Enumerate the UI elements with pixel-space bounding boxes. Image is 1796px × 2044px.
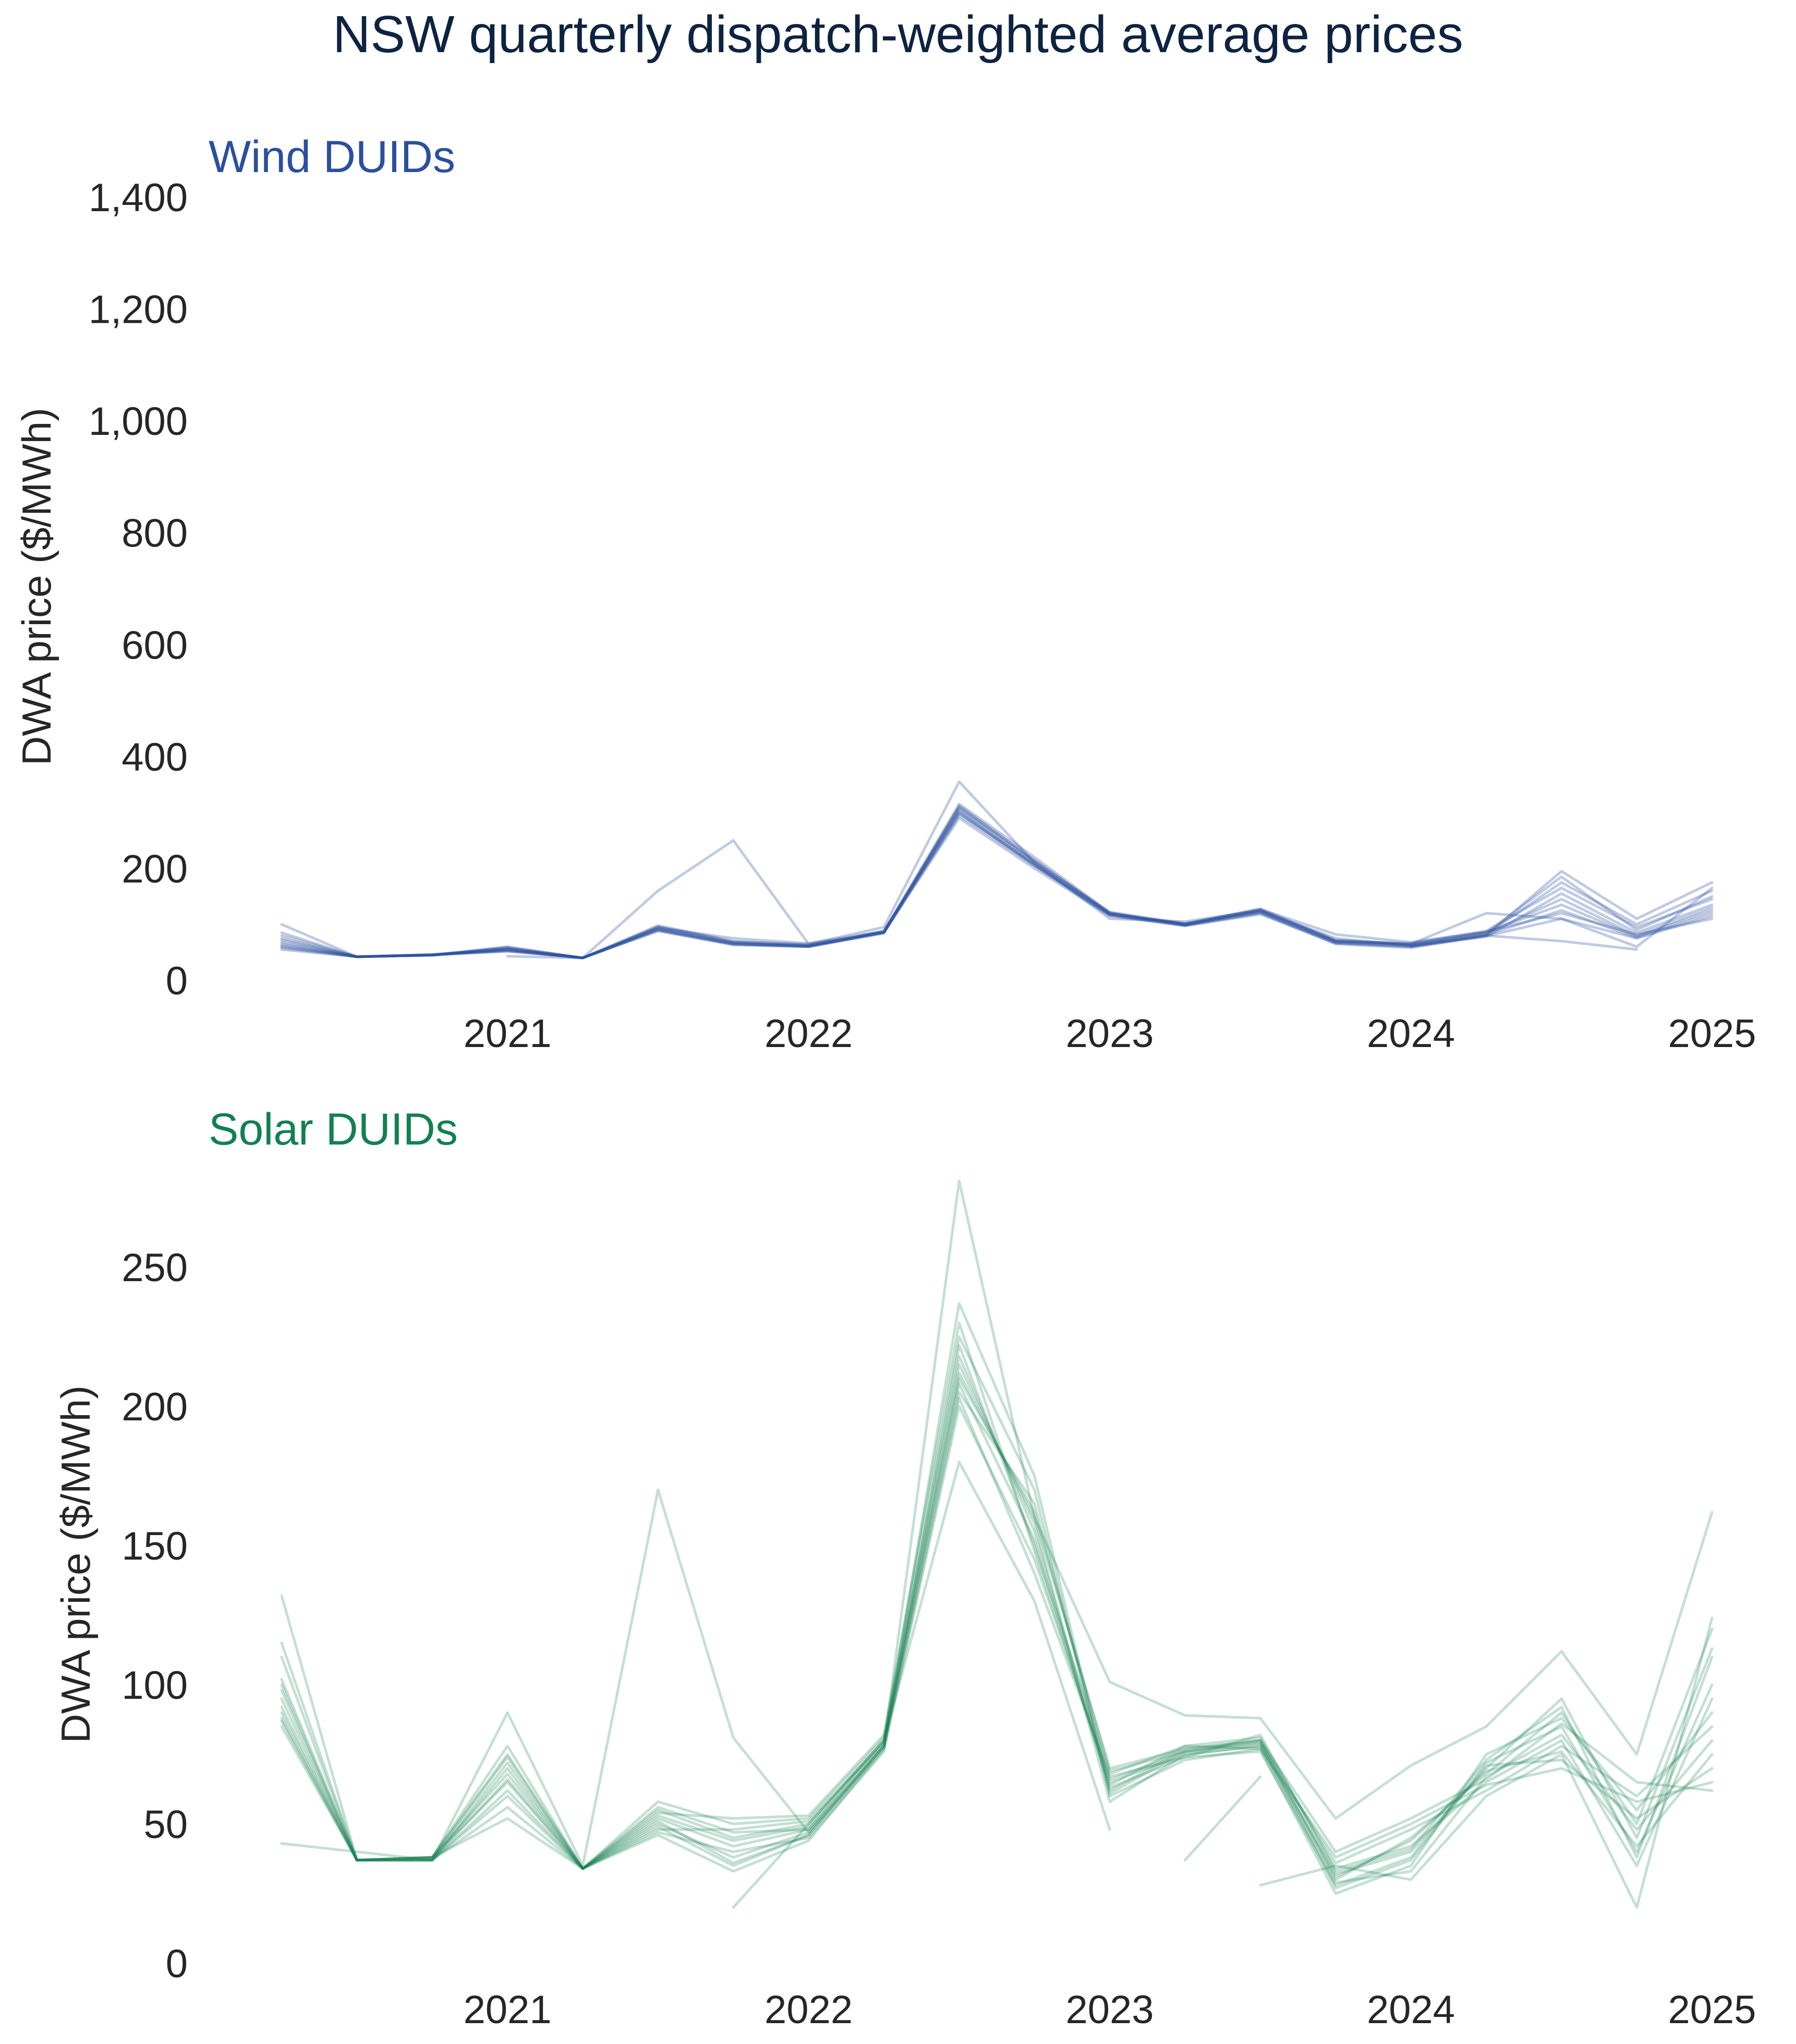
solar-y-tick-label: 50 (143, 1803, 188, 1847)
solar-y-tick-label: 250 (122, 1246, 188, 1290)
solar-panel-title: Solar DUIDs (209, 1104, 458, 1154)
solar-series-line-6 (280, 1371, 1714, 1881)
wind-series-line-3 (1410, 934, 1639, 951)
solar-series-line-4 (1259, 1616, 1714, 1909)
wind-y-tick-label: 800 (122, 512, 188, 556)
wind-series-line-8 (280, 814, 1714, 959)
solar-y-tick-label: 200 (122, 1385, 188, 1429)
wind-y-tick-label: 400 (122, 735, 188, 780)
solar-y-tick-label: 150 (122, 1524, 188, 1568)
solar-series-line-11 (280, 1363, 1714, 1884)
wind-x-ticks: 2021 2022 2023 2024 2025 (464, 1012, 1756, 1056)
wind-series-line-9 (280, 802, 1714, 959)
wind-series-line-1 (280, 780, 1714, 959)
wind-x-tick-label: 2023 (1066, 1012, 1154, 1056)
wind-panel: Wind DUIDs DWA price ($/MWh) 0 200 400 600 8… (14, 132, 1756, 1056)
solar-series-line-14 (280, 1321, 1714, 1870)
solar-series-line-9 (280, 1335, 1714, 1895)
solar-y-tick-label: 100 (122, 1663, 188, 1708)
wind-x-tick-label: 2025 (1668, 1012, 1756, 1056)
wind-y-tick-label: 600 (122, 623, 188, 667)
solar-y-axis-title: DWA price ($/MWh) (53, 1385, 99, 1743)
wind-y-axis-title: DWA price ($/MWh) (14, 408, 59, 765)
wind-series-line-12 (280, 804, 1714, 959)
wind-y-ticks: 0 200 400 600 800 1,000 1,200 1,400 (89, 176, 188, 1003)
solar-y-ticks: 0 50 100 150 200 250 (122, 1246, 188, 1986)
wind-series-line-2 (506, 955, 584, 959)
wind-y-tick-label: 200 (122, 847, 188, 891)
wind-y-tick-label: 1,200 (89, 288, 188, 332)
solar-y-tick-label: 0 (166, 1942, 188, 1986)
wind-series-line-10 (280, 807, 1714, 959)
solar-x-tick-label: 2022 (764, 1988, 853, 2032)
solar-series-line-1 (280, 1179, 1714, 1867)
solar-series-group (280, 1179, 1714, 1909)
solar-x-ticks: 2021 2022 2023 2024 2025 (464, 1988, 1756, 2032)
solar-panel: Solar DUIDs DWA price ($/MWh) 0 50 100 150 2… (53, 1104, 1756, 2032)
solar-x-tick-label: 2024 (1367, 1988, 1455, 2032)
solar-series-line-10 (280, 1405, 1714, 1870)
wind-series-line-13 (280, 810, 1714, 959)
wind-series-group (280, 780, 1714, 959)
wind-series-line-7 (280, 808, 1714, 959)
wind-x-tick-label: 2022 (764, 1012, 853, 1056)
wind-y-tick-label: 1,000 (89, 399, 188, 444)
solar-series-line-13 (280, 1377, 1714, 1890)
wind-y-tick-label: 0 (166, 959, 188, 1003)
wind-x-tick-label: 2021 (464, 1012, 552, 1056)
solar-series-line-2 (732, 1461, 1111, 1909)
solar-series-line-16 (280, 1302, 1714, 1870)
wind-series-line-4 (280, 817, 1714, 959)
solar-x-tick-label: 2023 (1066, 1988, 1154, 2032)
solar-series-line-7 (280, 1355, 1714, 1887)
wind-panel-title: Wind DUIDs (209, 132, 455, 182)
wind-series-line-6 (280, 805, 1714, 959)
wind-series-line-11 (280, 812, 1714, 959)
solar-x-tick-label: 2021 (464, 1988, 552, 2032)
solar-x-tick-label: 2025 (1668, 1988, 1756, 2032)
wind-y-tick-label: 1,400 (89, 176, 188, 220)
solar-series-line-8 (280, 1344, 1714, 1870)
solar-series-line-5 (280, 1391, 1714, 1876)
solar-series-line-15 (280, 1396, 1714, 1873)
wind-x-tick-label: 2024 (1367, 1012, 1455, 1056)
chart-title: NSW quarterly dispatch-weighted average … (333, 5, 1463, 64)
wind-series-line-5 (280, 811, 1714, 959)
solar-series-line-12 (280, 1382, 1714, 1878)
solar-series-line-3 (1183, 1775, 1262, 1862)
